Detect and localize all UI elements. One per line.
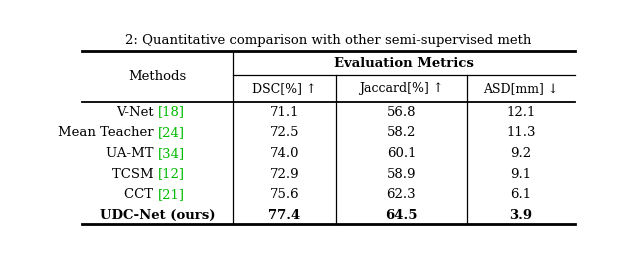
Text: [24]: [24] <box>157 126 184 139</box>
Text: 9.2: 9.2 <box>510 147 531 160</box>
Text: ASD[mm] ↓: ASD[mm] ↓ <box>483 82 559 95</box>
Text: 72.9: 72.9 <box>269 168 300 181</box>
Text: 71.1: 71.1 <box>269 105 299 119</box>
Text: 77.4: 77.4 <box>268 209 301 222</box>
Text: 72.5: 72.5 <box>269 126 299 139</box>
Text: 12.1: 12.1 <box>506 105 536 119</box>
Text: Jaccard[%] ↑: Jaccard[%] ↑ <box>359 82 444 95</box>
Text: [18]: [18] <box>157 105 184 119</box>
Text: 64.5: 64.5 <box>385 209 418 222</box>
Text: Evaluation Metrics: Evaluation Metrics <box>334 57 474 70</box>
Text: DSC[%] ↑: DSC[%] ↑ <box>252 82 317 95</box>
Text: V-Net: V-Net <box>116 105 157 119</box>
Text: 56.8: 56.8 <box>387 105 416 119</box>
Text: UDC-Net (ours): UDC-Net (ours) <box>100 209 215 222</box>
Text: CCT: CCT <box>124 188 157 201</box>
Text: 9.1: 9.1 <box>510 168 531 181</box>
Text: 74.0: 74.0 <box>269 147 299 160</box>
Text: [34]: [34] <box>157 147 185 160</box>
Text: [21]: [21] <box>157 188 184 201</box>
Text: 58.9: 58.9 <box>387 168 416 181</box>
Text: 62.3: 62.3 <box>387 188 416 201</box>
Text: 58.2: 58.2 <box>387 126 416 139</box>
Text: Methods: Methods <box>129 70 187 83</box>
Text: UA-MT: UA-MT <box>106 147 157 160</box>
Text: 75.6: 75.6 <box>269 188 300 201</box>
Text: [12]: [12] <box>157 168 184 181</box>
Text: 2: Quantitative comparison with other semi-supervised meth: 2: Quantitative comparison with other se… <box>125 34 531 47</box>
Text: 3.9: 3.9 <box>509 209 532 222</box>
Text: Mean Teacher: Mean Teacher <box>58 126 157 139</box>
Text: TCSM: TCSM <box>112 168 157 181</box>
Text: 11.3: 11.3 <box>506 126 536 139</box>
Text: 6.1: 6.1 <box>510 188 531 201</box>
Text: 60.1: 60.1 <box>387 147 416 160</box>
